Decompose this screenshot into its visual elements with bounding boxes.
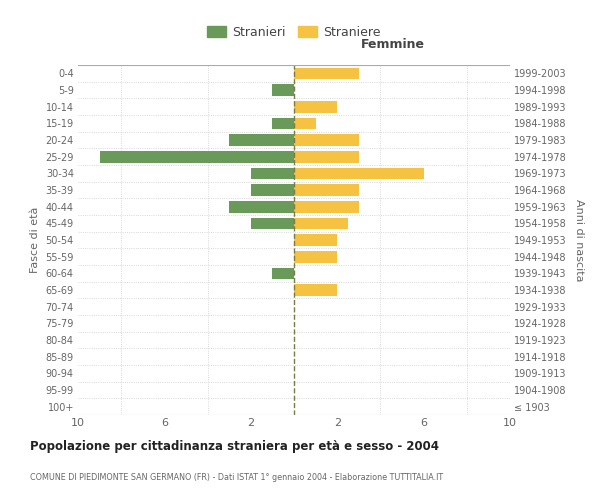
- Bar: [229, 134, 294, 146]
- Legend: Stranieri, Straniere: Stranieri, Straniere: [203, 22, 385, 42]
- Bar: [294, 251, 337, 262]
- Bar: [251, 184, 294, 196]
- Bar: [294, 284, 337, 296]
- Bar: [294, 201, 359, 212]
- Bar: [294, 234, 337, 246]
- Bar: [272, 268, 294, 279]
- Bar: [294, 134, 359, 146]
- Bar: [294, 68, 359, 79]
- Y-axis label: Anni di nascita: Anni di nascita: [574, 198, 584, 281]
- Bar: [294, 151, 359, 162]
- Y-axis label: Fasce di età: Fasce di età: [30, 207, 40, 273]
- Bar: [272, 118, 294, 129]
- Text: COMUNE DI PIEDIMONTE SAN GERMANO (FR) - Dati ISTAT 1° gennaio 2004 - Elaborazion: COMUNE DI PIEDIMONTE SAN GERMANO (FR) - …: [30, 473, 443, 482]
- Bar: [251, 218, 294, 229]
- Bar: [294, 118, 316, 129]
- Bar: [229, 201, 294, 212]
- Bar: [272, 84, 294, 96]
- Bar: [294, 168, 424, 179]
- Bar: [294, 101, 337, 112]
- Text: Femmine: Femmine: [361, 38, 425, 51]
- Bar: [251, 168, 294, 179]
- Bar: [100, 151, 294, 162]
- Text: Popolazione per cittadinanza straniera per età e sesso - 2004: Popolazione per cittadinanza straniera p…: [30, 440, 439, 453]
- Bar: [294, 218, 348, 229]
- Bar: [294, 184, 359, 196]
